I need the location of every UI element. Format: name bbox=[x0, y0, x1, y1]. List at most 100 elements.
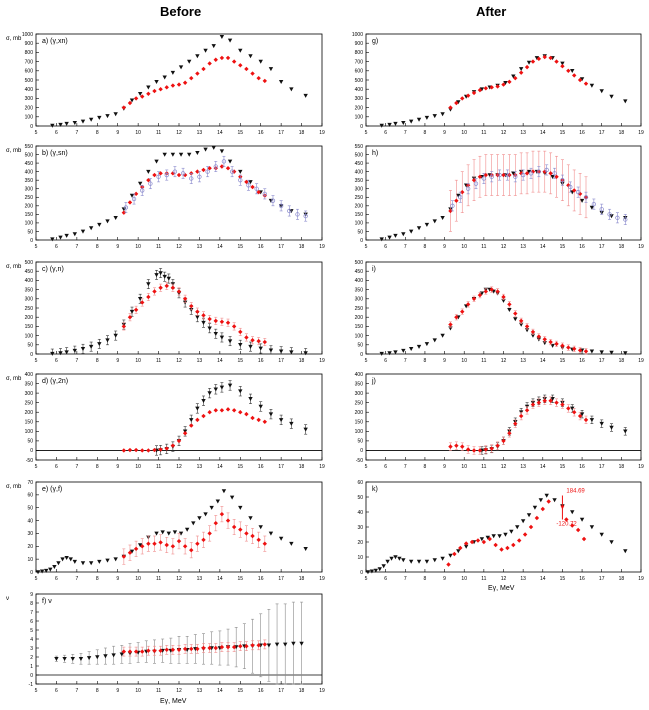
y-tick-label: 0 bbox=[360, 352, 363, 358]
data-point-black bbox=[623, 549, 628, 554]
data-point-black bbox=[570, 510, 575, 515]
data-point-red bbox=[554, 59, 559, 64]
data-point-blue bbox=[623, 217, 628, 222]
y-tick-label: 100 bbox=[355, 333, 364, 339]
data-point-black bbox=[387, 122, 392, 127]
y-tick-label: 500 bbox=[25, 152, 34, 158]
data-point-black bbox=[97, 342, 102, 347]
data-point-red bbox=[477, 292, 483, 298]
data-point-black bbox=[221, 489, 227, 494]
data-point-black bbox=[129, 309, 135, 314]
y-tick-label: 450 bbox=[355, 269, 364, 275]
x-tick-label: 10 bbox=[135, 464, 141, 470]
data-point-black bbox=[579, 198, 585, 203]
data-point-red bbox=[152, 289, 157, 294]
data-point-red bbox=[207, 166, 212, 171]
y-tick-label: 250 bbox=[25, 400, 34, 406]
x-tick-label: 7 bbox=[404, 464, 407, 470]
data-point-black bbox=[213, 331, 218, 336]
x-tick-label: 19 bbox=[319, 576, 325, 582]
data-point-black bbox=[550, 174, 555, 179]
panel-title: g) bbox=[372, 38, 378, 45]
data-point-black bbox=[599, 532, 604, 537]
data-point-black bbox=[599, 89, 604, 94]
data-point-black bbox=[278, 349, 284, 354]
data-point-red bbox=[201, 66, 206, 72]
x-tick-label: 19 bbox=[319, 464, 325, 470]
x-tick-label: 6 bbox=[55, 576, 58, 582]
y-tick-label: 500 bbox=[355, 152, 364, 158]
y-tick-label: 700 bbox=[25, 59, 34, 65]
data-point-black bbox=[424, 222, 430, 227]
data-point-black bbox=[187, 152, 192, 157]
data-point-black bbox=[424, 115, 430, 120]
y-axis-label: ν bbox=[6, 596, 9, 602]
heading-before: Before bbox=[160, 4, 202, 19]
x-axis-label-right: Eγ, MeV bbox=[488, 585, 515, 592]
panel-e: 5 6 7 8 9 10 11 12 13 14 15 16 17 18 19 0 10 20 30 40 50 60 70… bbox=[6, 480, 325, 582]
data-point-blue bbox=[270, 198, 276, 203]
data-point-black bbox=[303, 427, 308, 432]
data-point-red bbox=[460, 309, 465, 314]
data-point-red bbox=[176, 172, 182, 178]
data-point-black bbox=[238, 343, 243, 347]
y-tick-label: 250 bbox=[25, 306, 34, 312]
data-point-red bbox=[189, 646, 194, 652]
data-point-red bbox=[489, 446, 494, 451]
x-tick-label: 6 bbox=[55, 358, 58, 364]
y-tick-label: 400 bbox=[25, 87, 34, 93]
x-tick-label: 8 bbox=[96, 576, 99, 582]
y-tick-label: 100 bbox=[25, 115, 34, 121]
plot-frame bbox=[365, 33, 642, 127]
data-point-black bbox=[137, 297, 143, 301]
data-point-red bbox=[554, 400, 559, 405]
x-tick-label: 19 bbox=[638, 358, 644, 364]
data-point-black bbox=[456, 100, 461, 105]
x-tick-label: 11 bbox=[481, 130, 486, 136]
data-point-red bbox=[507, 302, 512, 307]
x-tick-label: 5 bbox=[35, 358, 38, 364]
y-tick-label: 1 bbox=[30, 664, 33, 670]
y-tick-label: 300 bbox=[355, 187, 364, 193]
x-tick-label: 15 bbox=[560, 464, 566, 470]
data-point-black bbox=[424, 342, 430, 347]
data-point-red bbox=[213, 645, 218, 651]
x-tick-label: 9 bbox=[116, 688, 119, 694]
x-tick-label: 14 bbox=[540, 464, 546, 470]
data-point-red bbox=[583, 81, 589, 86]
y-tick-label: 60 bbox=[357, 480, 363, 486]
data-point-red bbox=[176, 289, 182, 294]
data-point-red bbox=[195, 541, 200, 546]
data-point-black bbox=[39, 569, 45, 574]
data-point-black bbox=[513, 317, 518, 322]
y-tick-label: 500 bbox=[25, 260, 34, 266]
panel-title: c) (γ,n) bbox=[42, 266, 64, 273]
data-point-red bbox=[133, 546, 139, 552]
data-point-red bbox=[448, 208, 453, 214]
data-point-blue bbox=[536, 169, 542, 174]
data-point-black bbox=[570, 69, 575, 73]
data-point-red bbox=[524, 408, 530, 413]
data-point-red bbox=[256, 537, 261, 543]
data-point-red bbox=[164, 446, 169, 451]
x-tick-label: 8 bbox=[424, 244, 427, 250]
x-tick-label: 19 bbox=[319, 358, 325, 364]
data-point-black bbox=[178, 531, 184, 536]
data-point-red bbox=[570, 523, 575, 528]
y-tick-label: 40 bbox=[27, 518, 33, 524]
data-point-black bbox=[88, 117, 94, 122]
data-point-black bbox=[191, 521, 196, 526]
data-point-red bbox=[152, 172, 157, 178]
data-point-red bbox=[542, 169, 547, 174]
y-tick-label: 350 bbox=[355, 287, 364, 293]
data-point-black bbox=[401, 232, 406, 237]
x-tick-label: 9 bbox=[116, 576, 119, 582]
data-point-blue bbox=[246, 183, 251, 188]
x-tick-label: 13 bbox=[520, 576, 526, 582]
y-tick-label: 30 bbox=[27, 531, 33, 537]
data-point-blue bbox=[489, 174, 494, 179]
x-tick-label: 19 bbox=[638, 130, 644, 136]
data-point-black bbox=[227, 38, 233, 43]
plot-frame bbox=[365, 373, 642, 461]
